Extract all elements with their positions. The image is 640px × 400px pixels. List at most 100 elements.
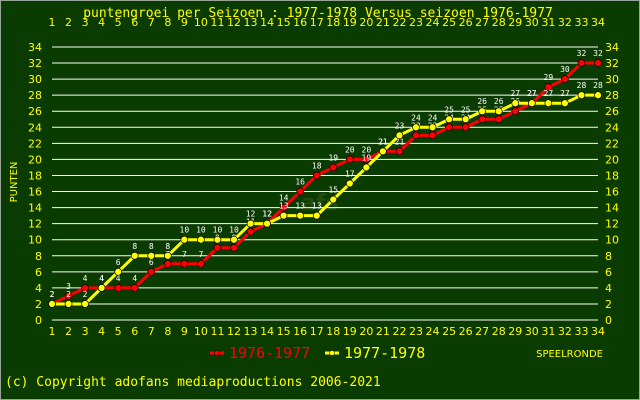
- data-label-1977-1978: 28: [593, 81, 603, 90]
- y-tick-label-right: 30: [605, 73, 619, 86]
- data-point-1977-1978: [527, 99, 536, 108]
- x-tick-label-bottom: 16: [293, 325, 307, 338]
- series-line-1976-1977: [51, 61, 598, 306]
- data-label-1976-1977: 4: [83, 274, 88, 283]
- data-point-1976-1977: [230, 243, 238, 252]
- data-label-1976-1977: 6: [149, 258, 154, 267]
- data-label-1977-1978: 10: [229, 226, 239, 235]
- y-tick-label-right: 34: [605, 41, 619, 54]
- x-tick-label-bottom: 20: [359, 325, 373, 338]
- x-tick-label-top: 32: [558, 16, 572, 29]
- data-label-1976-1977: 21: [395, 137, 405, 146]
- x-tick-label-top: 22: [392, 16, 406, 29]
- data-point-1976-1977: [561, 75, 569, 83]
- x-tick-label-bottom: 12: [227, 325, 241, 338]
- data-point-1976-1977: [445, 123, 453, 132]
- y-tick-label-left: 22: [28, 137, 42, 150]
- y-axis-label: PUNTEN: [9, 162, 20, 203]
- data-point-1977-1978: [230, 235, 238, 244]
- data-label-1977-1978: 13: [312, 202, 322, 211]
- copyright-text: (c) Copyright adofans mediaproductions 2…: [5, 375, 381, 390]
- y-tick-label-right: 16: [605, 186, 619, 199]
- data-label-1976-1977: 19: [328, 153, 338, 162]
- legend: 1976-1977 1977-1978: [210, 344, 425, 362]
- data-label-1977-1978: 17: [345, 170, 355, 179]
- data-point-1977-1978: [445, 115, 453, 124]
- x-tick-label-top: 23: [409, 16, 423, 29]
- y-tick-label-left: 6: [35, 266, 42, 279]
- data-point-1976-1977: [329, 163, 338, 172]
- x-tick-label-bottom: 33: [574, 325, 588, 338]
- data-point-1976-1977: [544, 83, 553, 91]
- x-tick-label-bottom: 29: [508, 325, 522, 338]
- x-tick-label-bottom: 14: [260, 325, 274, 338]
- data-point-1977-1978: [511, 99, 520, 108]
- x-tick-label-top: 8: [164, 16, 171, 29]
- data-label-1976-1977: 3: [66, 282, 71, 291]
- x-tick-label-bottom: 21: [376, 325, 390, 338]
- data-label-1977-1978: 25: [461, 105, 471, 114]
- data-label-1976-1977: 14: [279, 194, 289, 203]
- data-point-1977-1978: [263, 219, 271, 228]
- data-label-1977-1978: 27: [527, 89, 537, 98]
- data-label-1976-1977: 12: [262, 210, 272, 219]
- data-label-1977-1978: 15: [328, 186, 338, 195]
- data-label-1977-1978: 27: [560, 89, 570, 98]
- data-point-1976-1977: [81, 284, 89, 292]
- data-point-1977-1978: [130, 251, 139, 260]
- x-tick-label-top: 19: [343, 16, 357, 29]
- data-label-1976-1977: 32: [577, 49, 587, 58]
- x-tick-label-top: 11: [210, 16, 224, 29]
- y-tick-label-left: 10: [28, 234, 42, 247]
- data-point-1977-1978: [48, 300, 56, 308]
- x-tick-label-top: 13: [244, 16, 258, 29]
- data-label-1977-1978: 24: [411, 113, 421, 122]
- data-label-1977-1978: 28: [577, 81, 587, 90]
- x-tick-label-bottom: 15: [277, 325, 291, 338]
- y-tick-label-left: 2: [35, 298, 42, 311]
- data-label-1977-1978: 10: [180, 226, 190, 235]
- x-tick-label-bottom: 5: [115, 325, 122, 338]
- data-point-1976-1977: [180, 259, 189, 268]
- data-point-1977-1978: [81, 300, 89, 308]
- y-tick-label-left: 18: [28, 169, 42, 182]
- data-label-1976-1977: 29: [544, 73, 554, 82]
- x-tick-label-top: 15: [277, 16, 291, 29]
- data-label-1976-1977: 20: [362, 145, 372, 154]
- data-label-1977-1978: 24: [428, 113, 438, 122]
- data-label-1977-1978: 12: [246, 210, 256, 219]
- y-tick-label-right: 14: [605, 202, 619, 215]
- data-point-1977-1978: [478, 107, 487, 116]
- data-label-1976-1977: 18: [312, 161, 322, 170]
- y-tick-label-right: 6: [605, 266, 612, 279]
- data-point-1977-1978: [163, 251, 172, 260]
- data-point-1977-1978: [296, 211, 305, 220]
- data-point-1977-1978: [180, 235, 189, 244]
- data-point-1976-1977: [279, 203, 288, 212]
- x-tick-label-bottom: 31: [541, 325, 555, 338]
- data-label-1977-1978: 2: [83, 290, 88, 299]
- data-point-1976-1977: [362, 155, 371, 164]
- data-label-1977-1978: 13: [295, 202, 305, 211]
- data-label-1976-1977: 27: [527, 89, 537, 98]
- data-point-1977-1978: [461, 115, 470, 124]
- data-label-1977-1978: 10: [213, 226, 223, 235]
- data-label-1977-1978: 25: [444, 105, 454, 114]
- x-tick-label-top: 17: [310, 16, 324, 29]
- x-tick-label-bottom: 1: [49, 325, 56, 338]
- y-tick-label-left: 28: [28, 89, 42, 102]
- y-tick-label-left: 32: [28, 57, 42, 70]
- data-point-1977-1978: [312, 211, 321, 220]
- x-tick-label-bottom: 34: [591, 325, 605, 338]
- data-point-1976-1977: [478, 115, 487, 124]
- x-tick-label-bottom: 24: [426, 325, 440, 338]
- data-label-1976-1977: 4: [99, 274, 104, 283]
- chart-title: puntengroei per Seizoen : 1977-1978 Vers…: [83, 6, 553, 21]
- x-tick-label-bottom: 10: [194, 325, 208, 338]
- data-point-1977-1978: [97, 284, 106, 292]
- x-tick-label-bottom: 8: [164, 325, 171, 338]
- y-tick-label-right: 18: [605, 169, 619, 182]
- data-point-1976-1977: [577, 59, 586, 67]
- x-tick-label-top: 2: [65, 16, 72, 29]
